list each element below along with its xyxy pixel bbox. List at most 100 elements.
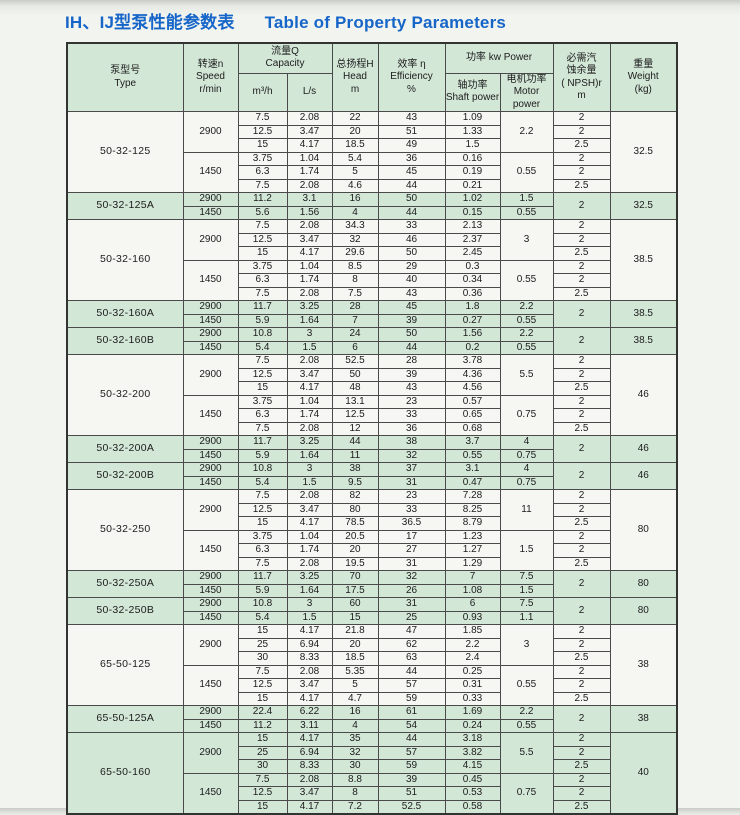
- cell-ls: 1.74: [286, 408, 333, 423]
- table-row: 6.3 1.74 20 27 1.27 2: [67, 543, 677, 558]
- cell-ls: 1.64: [286, 313, 333, 328]
- cell-motor-power: 0.75: [499, 475, 554, 490]
- cell-head: 4.7: [331, 691, 379, 706]
- cell-m3h: 6.3: [237, 273, 288, 288]
- cell-shaft-power: 3.18: [444, 732, 501, 747]
- cell-npsh: 2: [552, 745, 611, 760]
- cell-head: 8: [331, 273, 379, 288]
- cell-shaft-power: 0.65: [444, 408, 501, 423]
- cell-speed: 1450: [182, 718, 239, 733]
- cell-shaft-power: 6: [444, 597, 501, 612]
- table-row: 1450 3.75 1.04 8.5 29 0.3 0.55 2: [67, 259, 677, 301]
- table-row: 12.5 3.47 50 39 4.36 2: [67, 367, 677, 382]
- cell-m3h: 3.75: [237, 151, 288, 166]
- cell-npsh: 2: [552, 192, 611, 220]
- cell-npsh: 2: [552, 705, 611, 733]
- cell-npsh: 2.5: [552, 651, 611, 666]
- cell-npsh: 2: [552, 300, 611, 328]
- cell-npsh: 2: [552, 435, 611, 463]
- cell-efficiency: 28: [377, 354, 446, 369]
- cell-motor-power: 0.55: [499, 259, 554, 301]
- cell-speed: 1450: [182, 259, 239, 301]
- cell-weight: 38.5: [609, 219, 678, 301]
- cell-m3h: 25: [237, 745, 288, 760]
- cell-efficiency: 51: [377, 124, 446, 139]
- cell-efficiency: 29: [377, 259, 446, 274]
- cell-head: 8.8: [331, 772, 379, 787]
- cell-npsh: 2: [552, 232, 611, 247]
- cell-efficiency: 37: [377, 462, 446, 477]
- table-row: 50-32-250 2900 7.5 2.08 82 23 7.28 11 2 80: [66, 489, 678, 571]
- cell-motor-power: 5.5: [499, 732, 554, 774]
- cell-m3h: 10.8: [237, 327, 288, 342]
- cell-m3h: 7.5: [237, 772, 288, 787]
- cell-head: 6: [331, 340, 379, 355]
- cell-ls: 1.64: [286, 448, 333, 463]
- cell-m3h: 15: [237, 691, 288, 706]
- cell-efficiency: 50: [377, 192, 446, 207]
- cell-efficiency: 31: [377, 597, 446, 612]
- cell-efficiency: 45: [377, 300, 446, 315]
- cell-weight: 80: [609, 570, 678, 598]
- cell-head: 7: [331, 313, 379, 328]
- cell-npsh: 2: [552, 259, 611, 274]
- table-row: 1450 5.4 1.5 9.5 31 0.47 0.75: [67, 475, 677, 490]
- pump-parameters-table: 泵型号 Type 转速n Speed r/min 流量Q Capacity 总扬…: [66, 42, 678, 815]
- table-row: 65-50-125A 2900 22.4 6.22 16 61 1.69 2.2 2 38: [66, 705, 678, 733]
- cell-weight: 38: [609, 705, 678, 733]
- cell-head: 20.5: [331, 529, 379, 544]
- cell-speed: 1450: [182, 205, 239, 220]
- cell-ls: 2.08: [286, 664, 333, 679]
- header-type: 泵型号 Type: [66, 42, 184, 112]
- cell-weight: 46: [609, 435, 678, 463]
- cell-head: 29.6: [331, 246, 379, 261]
- cell-m3h: 15: [237, 381, 288, 396]
- cell-m3h: 5.9: [237, 313, 288, 328]
- cell-ls: 3.25: [286, 435, 333, 450]
- cell-m3h: 11.2: [237, 192, 288, 207]
- cell-shaft-power: 0.47: [444, 475, 501, 490]
- cell-efficiency: 43: [377, 381, 446, 396]
- cell-motor-power: 0.75: [499, 448, 554, 463]
- cell-speed: 1450: [182, 583, 239, 598]
- cell-speed: 2900: [182, 111, 239, 153]
- cell-motor-power: 2.2: [499, 327, 554, 342]
- cell-shaft-power: 4.36: [444, 367, 501, 382]
- cell-m3h: 15: [237, 138, 288, 153]
- cell-shaft-power: 1.56: [444, 327, 501, 342]
- cell-head: 35: [331, 732, 379, 747]
- cell-shaft-power: 2.45: [444, 246, 501, 261]
- cell-shaft-power: 7.28: [444, 489, 501, 504]
- table-row: 6.3 1.74 5 45 0.19 2: [67, 165, 677, 180]
- cell-npsh: 2: [552, 637, 611, 652]
- cell-npsh: 2: [552, 543, 611, 558]
- cell-motor-power: 0.75: [499, 394, 554, 436]
- cell-head: 7.5: [331, 286, 379, 301]
- cell-efficiency: 33: [377, 408, 446, 423]
- cell-head: 22: [331, 111, 379, 126]
- cell-head: 50: [331, 367, 379, 382]
- table-row: 6.3 1.74 8 40 0.34 2: [67, 273, 677, 288]
- cell-ls: 1.74: [286, 165, 333, 180]
- cell-shaft-power: 1.09: [444, 111, 501, 126]
- table-body: 50-32-125 2900 7.5 2.08 22 43 1.09 2.2 2 32.5 12.5…: [66, 111, 678, 815]
- cell-npsh: 2.5: [552, 381, 611, 396]
- cell-head: 8: [331, 786, 379, 801]
- cell-ls: 6.94: [286, 745, 333, 760]
- cell-efficiency: 36: [377, 421, 446, 436]
- cell-speed: 2900: [182, 435, 239, 450]
- cell-efficiency: 44: [377, 205, 446, 220]
- cell-shaft-power: 2.4: [444, 651, 501, 666]
- cell-m3h: 15: [237, 516, 288, 531]
- cell-efficiency: 33: [377, 502, 446, 517]
- cell-ls: 3: [286, 597, 333, 612]
- cell-shaft-power: 3.7: [444, 435, 501, 450]
- cell-m3h: 12.5: [237, 367, 288, 382]
- cell-shaft-power: 0.25: [444, 664, 501, 679]
- cell-shaft-power: 0.21: [444, 178, 501, 193]
- cell-ls: 3.47: [286, 786, 333, 801]
- cell-head: 80: [331, 502, 379, 517]
- page-title-en: Table of Property Parameters: [264, 13, 507, 32]
- cell-ls: 3.47: [286, 124, 333, 139]
- cell-m3h: 11.7: [237, 300, 288, 315]
